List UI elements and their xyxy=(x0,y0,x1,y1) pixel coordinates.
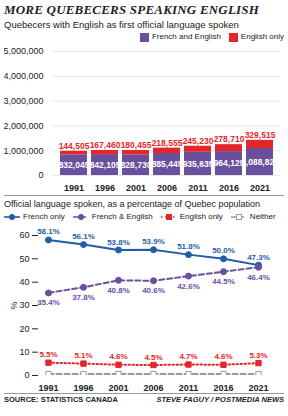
svg-text:42.6%: 42.6% xyxy=(177,282,200,291)
html-text:French only: French only xyxy=(23,212,65,221)
svg-text:37.8%: 37.8% xyxy=(72,293,95,302)
html-text:English only: English only xyxy=(240,32,284,41)
svg-text:885,445: 885,445 xyxy=(152,159,183,169)
svg-text:1,000,000: 1,000,000 xyxy=(4,146,44,156)
html-text:Quebecers with English as firs: Quebecers with English as first official… xyxy=(4,19,239,30)
svg-text:2006: 2006 xyxy=(157,183,177,193)
svg-text:964,125: 964,125 xyxy=(214,158,245,168)
svg-text:30: 30 xyxy=(19,300,29,310)
svg-text:40.8%: 40.8% xyxy=(107,286,130,295)
svg-text:60: 60 xyxy=(19,230,29,240)
svg-text:5,000,000: 5,000,000 xyxy=(4,46,44,56)
svg-text:5.3%: 5.3% xyxy=(249,351,267,360)
html-text:English only: English only xyxy=(179,212,223,221)
html-text:SOURCE: STATISTICS CANADA: SOURCE: STATISTICS CANADA xyxy=(4,395,118,404)
svg-text:1991: 1991 xyxy=(38,383,58,393)
svg-text:10: 10 xyxy=(19,347,29,357)
svg-text:4.6%: 4.6% xyxy=(214,352,232,361)
svg-text:245,230: 245,230 xyxy=(183,136,214,146)
svg-text:56.1%: 56.1% xyxy=(72,232,95,241)
svg-text:2001: 2001 xyxy=(126,183,146,193)
svg-text:44.5%: 44.5% xyxy=(212,277,235,286)
svg-text:20: 20 xyxy=(19,324,29,334)
svg-text:%: % xyxy=(9,301,19,309)
svg-text:832,045: 832,045 xyxy=(59,160,90,170)
svg-text:842,105: 842,105 xyxy=(90,160,121,170)
svg-text:2006: 2006 xyxy=(143,383,163,393)
svg-text:4,000,000: 4,000,000 xyxy=(4,71,44,81)
svg-text:167,460: 167,460 xyxy=(90,140,121,150)
html-text:Official language spoken, as a: Official language spoken, as a percentag… xyxy=(4,199,260,209)
svg-text:278,710: 278,710 xyxy=(214,134,245,144)
svg-text:2,000,000: 2,000,000 xyxy=(4,121,44,131)
svg-text:47.3%: 47.3% xyxy=(247,253,270,262)
svg-text:1996: 1996 xyxy=(95,183,115,193)
svg-text:53.9%: 53.9% xyxy=(142,237,165,246)
svg-text:4.7%: 4.7% xyxy=(179,352,197,361)
html-text:STEVE FAGUY / POSTMEDIA NEWS: STEVE FAGUY / POSTMEDIA NEWS xyxy=(156,395,284,404)
svg-text:2011: 2011 xyxy=(188,183,208,193)
svg-text:50: 50 xyxy=(19,254,29,264)
svg-text:218,555: 218,555 xyxy=(152,138,183,148)
svg-text:180,455: 180,455 xyxy=(121,140,152,150)
svg-text:2011: 2011 xyxy=(179,383,199,393)
svg-text:40.6%: 40.6% xyxy=(142,286,165,295)
svg-text:2001: 2001 xyxy=(108,383,128,393)
svg-text:40: 40 xyxy=(19,277,29,287)
svg-text:0: 0 xyxy=(24,370,29,380)
svg-text:51.8%: 51.8% xyxy=(177,242,200,251)
html-text:MORE QUEBECERS SPEAKING ENGLIS: MORE QUEBECERS SPEAKING ENGLISH xyxy=(4,2,260,17)
svg-text:2021: 2021 xyxy=(250,183,270,193)
svg-text:5.1%: 5.1% xyxy=(74,351,92,360)
html-text:French and English: French and English xyxy=(151,32,221,41)
svg-text:2016: 2016 xyxy=(213,383,233,393)
svg-text:144,505: 144,505 xyxy=(59,141,90,151)
svg-text:58.1%: 58.1% xyxy=(37,227,60,236)
svg-text:0: 0 xyxy=(38,170,43,180)
svg-text:50.0%: 50.0% xyxy=(212,246,235,255)
svg-text:3,000,000: 3,000,000 xyxy=(4,96,44,106)
svg-text:2021: 2021 xyxy=(248,383,268,393)
svg-text:35.4%: 35.4% xyxy=(37,298,60,307)
svg-text:4.5%: 4.5% xyxy=(144,353,162,362)
html-text:French & English: French & English xyxy=(91,212,153,221)
svg-text:1996: 1996 xyxy=(73,383,93,393)
svg-text:828,730: 828,730 xyxy=(121,160,152,170)
svg-text:1,088,820: 1,088,820 xyxy=(241,157,279,167)
svg-text:46.4%: 46.4% xyxy=(247,273,270,282)
svg-text:1991: 1991 xyxy=(64,183,84,193)
svg-text:4.6%: 4.6% xyxy=(109,352,127,361)
svg-text:53.8%: 53.8% xyxy=(107,238,130,247)
svg-text:935,635: 935,635 xyxy=(183,159,214,169)
html-text:Neither: Neither xyxy=(249,212,276,221)
svg-text:2016: 2016 xyxy=(219,183,239,193)
svg-text:329,515: 329,515 xyxy=(245,130,276,140)
svg-text:5.5%: 5.5% xyxy=(39,350,57,359)
